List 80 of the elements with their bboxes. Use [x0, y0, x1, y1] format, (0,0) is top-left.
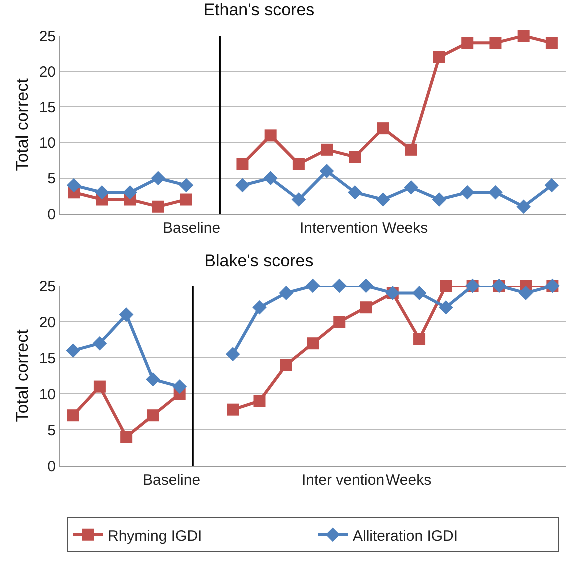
point: [180, 194, 192, 206]
point: [92, 336, 108, 351]
point: [292, 158, 305, 170]
point: [280, 359, 292, 372]
y-tick-label: 10: [39, 135, 56, 152]
y-tick-label: 25: [39, 28, 56, 46]
point: [179, 178, 194, 193]
y-tick-label: 5: [48, 422, 56, 440]
text: Inter vention: [302, 472, 385, 489]
point: [434, 51, 446, 64]
point: [360, 302, 372, 314]
y-tick-label: 25: [39, 278, 56, 296]
point: [147, 410, 160, 422]
point: [66, 178, 82, 193]
y-tick-label: 5: [48, 170, 56, 188]
point: [119, 308, 134, 322]
point: [348, 185, 362, 200]
point: [377, 122, 390, 135]
point: [440, 280, 452, 292]
point: [349, 151, 362, 164]
y-tick-label: 15: [39, 99, 56, 116]
point: [405, 144, 418, 156]
point: [432, 192, 447, 207]
point: [123, 185, 138, 200]
y-tick-label: 0: [48, 206, 56, 224]
text: Weeks: [386, 472, 432, 489]
point: [94, 380, 106, 393]
point: [252, 300, 267, 315]
y-axis-title: Total correct: [12, 78, 32, 172]
point: [321, 144, 334, 156]
point: [292, 192, 306, 207]
point: [264, 171, 278, 186]
point: [414, 333, 426, 346]
point: [264, 130, 277, 142]
point: [544, 178, 560, 193]
text: Baseline: [163, 220, 221, 237]
point: [236, 158, 249, 170]
point: [490, 37, 502, 50]
point: [462, 37, 474, 50]
point: [66, 344, 80, 358]
y-tick-label: 20: [39, 314, 56, 332]
point: [439, 300, 454, 315]
point: [146, 372, 160, 387]
y-tick-label: 0: [48, 458, 56, 476]
legend-label: Rhyming IGDI: [108, 528, 202, 545]
point: [334, 316, 346, 328]
point: [236, 178, 250, 193]
text: Baseline: [143, 472, 201, 489]
point: [152, 200, 164, 213]
chart-title: Ethan's scores: [204, 0, 315, 20]
point: [518, 286, 534, 300]
point: [307, 338, 319, 350]
y-tick-label: 20: [39, 64, 56, 81]
y-tick-label: 10: [39, 386, 56, 404]
point: [359, 278, 374, 294]
point: [95, 185, 110, 200]
point: [227, 404, 240, 416]
point: [226, 347, 240, 362]
point: [376, 192, 390, 207]
point: [518, 30, 530, 42]
text: Intervention Weeks: [300, 220, 428, 237]
y-tick-label: 15: [39, 350, 56, 368]
point: [67, 410, 80, 422]
point: [412, 286, 427, 300]
point: [320, 164, 334, 178]
point: [404, 180, 419, 195]
point: [460, 185, 475, 200]
point: [306, 278, 320, 294]
y-axis-title: Total correct: [12, 329, 32, 422]
point: [488, 185, 503, 200]
point: [516, 200, 531, 214]
point: [151, 171, 166, 186]
chart-title: Blake's scores: [204, 252, 314, 271]
point: [279, 286, 294, 300]
point: [172, 380, 187, 394]
point: [332, 278, 347, 294]
point: [546, 37, 558, 50]
legend-label: Alliteration IGDI: [353, 528, 458, 545]
point: [120, 431, 133, 444]
point: [254, 395, 266, 408]
